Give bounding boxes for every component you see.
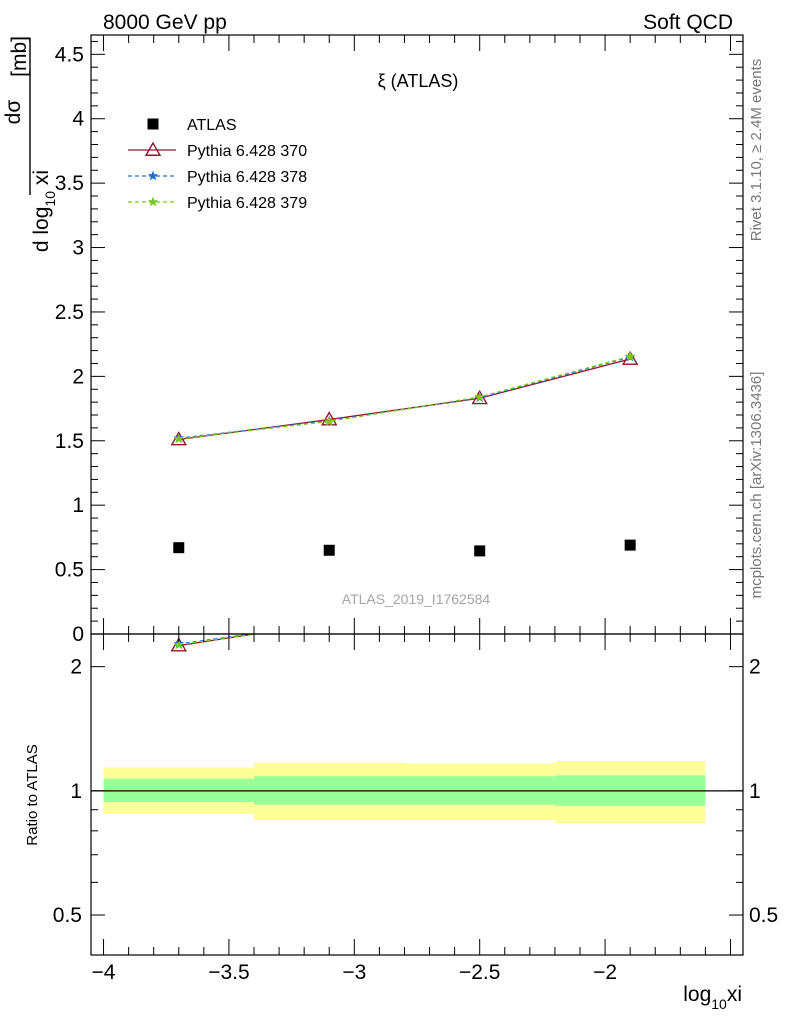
legend-marker-1 (144, 141, 162, 156)
ratio-point-2-3 (625, 582, 635, 592)
ratio-y-axis-label: Ratio to ATLAS (24, 744, 41, 845)
data-point-0-1 (323, 544, 335, 556)
data-point-1-2 (471, 389, 488, 405)
x-tick-label: −3.5 (208, 961, 249, 984)
ratio-axes: 0.5 0.5 1 1 2 2 −4 −3.5 −3 −2.5 −2 (53, 633, 778, 984)
data-point-3-3 (624, 350, 636, 361)
main-y-tick-label: 3.5 (55, 172, 84, 195)
main-y-tick-label: 4 (72, 108, 84, 131)
data-point-0-0 (173, 542, 185, 554)
y-label-numerator: dσ (2, 100, 25, 125)
legend-marker-0 (147, 118, 159, 130)
plot-title: ξ (ATLAS) (378, 71, 459, 91)
main-y-tick-label: 2 (72, 365, 84, 388)
data-point-0-3 (624, 539, 636, 551)
legend-entry-3: Pythia 6.428 379 (187, 195, 307, 212)
data-point-3-0 (173, 433, 184, 444)
ratio-y-tick-label: 0.5 (53, 904, 82, 927)
ratio-point-2-0 (173, 639, 184, 650)
main-y-tick-label: 3 (72, 237, 84, 260)
process-label: Soft QCD (643, 11, 733, 34)
main-y-tick-label: 2.5 (55, 301, 84, 324)
ratio-y-tick-label-right: 2 (749, 656, 761, 679)
ratio-point-0-3 (623, 582, 637, 594)
analysis-watermark: ATLAS_2019_I1762584 (342, 591, 491, 607)
x-tick-label: −3 (342, 961, 366, 984)
x-tick-label: −2 (593, 961, 617, 984)
ratio-point-1-3 (625, 582, 635, 592)
series-line-1 (178, 358, 631, 441)
legend-entry-0: ATLAS (187, 117, 237, 134)
y-label-denominator: d log10 xi (30, 170, 58, 252)
y-label-unit: [mb] (8, 36, 31, 77)
series-line-2 (178, 356, 631, 439)
rivet-version-label: Rivet 3.1.10, ≥ 2.4M events (748, 59, 765, 242)
ratio-y-tick-label-right: 1 (749, 780, 761, 803)
ratio-point-0-1 (322, 615, 336, 627)
ratio-y-tick-label: 2 (70, 656, 82, 679)
ratio-y-tick-label: 1 (70, 780, 82, 803)
main-y-tick-label: 1 (72, 494, 84, 517)
legend-entry-2: Pythia 6.428 378 (187, 169, 307, 186)
x-tick-label: −4 (92, 961, 116, 984)
x-tick-label: −2.5 (459, 961, 500, 984)
energy-label: 8000 GeV pp (103, 11, 227, 34)
mcplots-label: mcplots.cern.ch [arXiv:1306.3436] (748, 372, 765, 599)
legend-marker-3 (147, 196, 159, 207)
legend-marker-2 (147, 170, 159, 181)
data-point-3-2 (474, 391, 485, 402)
ratio-plot-area (91, 582, 743, 824)
ratio-frame (90, 633, 744, 956)
legend: ATLAS Pythia 6.428 370 Pythia 6.428 378 Pyt… (128, 117, 307, 212)
main-y-tick-label: 0.5 (55, 559, 84, 582)
data-point-0-2 (474, 545, 486, 557)
main-y-axis-label: dσ d log10 xi [mb] (2, 36, 58, 252)
main-y-tick-label: 1.5 (55, 430, 84, 453)
data-point-1-1 (321, 411, 338, 426)
ratio-y-tick-label-right: 0.5 (749, 904, 778, 927)
main-y-tick-label: 4.5 (55, 43, 84, 66)
series-line-3 (178, 355, 631, 440)
main-plot-area (170, 350, 639, 557)
main-y-tick-label: 0 (72, 623, 84, 646)
legend-entry-1: Pythia 6.428 370 (187, 143, 307, 160)
data-point-3-1 (324, 415, 335, 426)
x-axis-label: log10xi (683, 983, 742, 1012)
